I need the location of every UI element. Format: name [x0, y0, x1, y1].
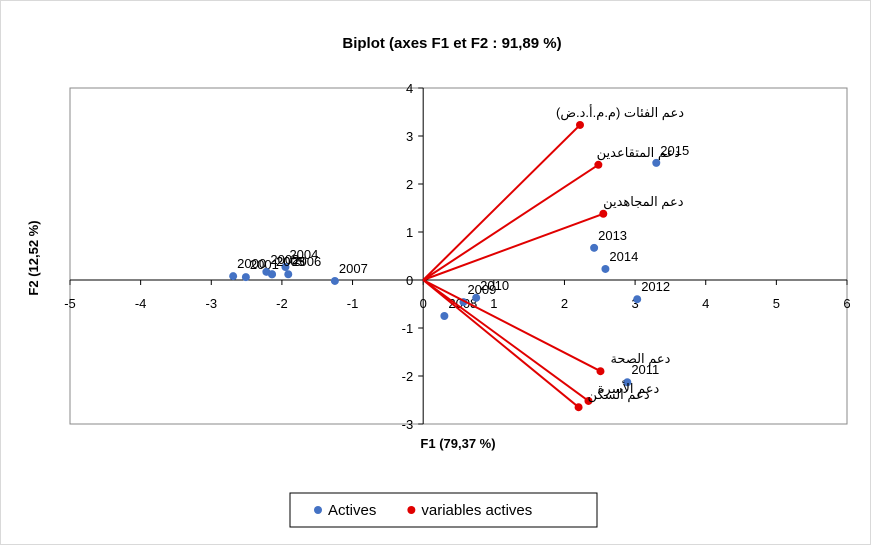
y-tick-label: 4	[406, 81, 413, 96]
point-label: 2006	[292, 254, 321, 269]
point	[599, 209, 608, 218]
legend-marker	[407, 506, 416, 514]
y-tick-label: 0	[406, 273, 413, 288]
point-label: 2004	[289, 247, 318, 262]
point	[268, 270, 277, 279]
x-tick-label: 0	[420, 296, 427, 311]
y-tick-label: -3	[402, 417, 414, 432]
point-label: 2014	[609, 249, 638, 264]
point-label: 2002	[270, 252, 299, 267]
x-tick-label: -5	[64, 296, 76, 311]
vector	[422, 279, 601, 373]
point	[633, 295, 642, 304]
point-label: دعم المجاهدين	[603, 194, 684, 210]
x-tick-label: -1	[347, 296, 359, 311]
x-tick-label: -2	[276, 296, 288, 311]
y-axis-title: F2 (12,52 %)	[26, 220, 41, 295]
point	[284, 270, 293, 279]
point	[574, 403, 583, 412]
y-tick-label: -1	[402, 321, 414, 336]
point	[241, 273, 250, 282]
legend-box	[289, 492, 598, 528]
point-label: 2011	[631, 362, 659, 377]
point-label: 2005	[276, 254, 305, 269]
x-tick-label: 1	[490, 296, 497, 311]
point	[594, 160, 603, 169]
vector	[422, 279, 590, 402]
point-label: 2015	[660, 143, 689, 158]
legend-label: variables actives	[421, 502, 532, 519]
vector	[422, 212, 604, 281]
point-label: دعم الصحة	[610, 351, 670, 367]
point	[330, 276, 339, 285]
point	[440, 312, 449, 320]
point-label: 2007	[339, 261, 368, 276]
point	[575, 120, 584, 129]
point-label: 2009	[467, 282, 496, 297]
point-label: 2013	[598, 228, 627, 243]
chart-title: Biplot (axes F1 et F2 : 91,89 %)	[342, 35, 561, 52]
point-label: دعم المتقاعدين	[597, 145, 681, 161]
x-axis-title: F1 (79,37 %)	[420, 436, 495, 451]
x-tick-label: 4	[702, 296, 709, 311]
point-label: دعم السكن	[588, 387, 650, 403]
point	[584, 396, 593, 405]
point-label: دعم الأسرة	[598, 380, 660, 397]
legend-label: Actives	[328, 502, 376, 519]
point-label: 2012	[641, 279, 670, 294]
x-tick-label: 5	[773, 296, 780, 311]
y-tick-label: -2	[402, 369, 414, 384]
point	[623, 378, 632, 387]
point	[229, 272, 238, 281]
point	[472, 293, 481, 302]
x-tick-label: 2	[561, 296, 568, 311]
point	[590, 243, 599, 252]
point-label: 2010	[480, 278, 509, 293]
point	[652, 158, 661, 167]
point-label: 2001	[250, 257, 279, 272]
point	[281, 263, 290, 272]
x-tick-label: 3	[631, 296, 638, 311]
point	[596, 367, 605, 376]
x-tick-label: -3	[205, 296, 217, 311]
y-tick-label: 1	[406, 225, 413, 240]
point	[601, 264, 610, 273]
y-tick-label: 2	[406, 177, 413, 192]
plot-frame	[69, 87, 848, 425]
vector	[422, 279, 580, 408]
legend-marker	[314, 506, 322, 514]
vector	[422, 163, 599, 281]
x-tick-label: -4	[135, 296, 147, 311]
vector	[422, 124, 581, 281]
y-tick-label: 3	[406, 129, 413, 144]
point-label: دعم الفئات (م.م.أ.د.ض)	[556, 104, 684, 121]
point-label: 2000	[237, 256, 266, 271]
x-tick-label: 6	[843, 296, 850, 311]
